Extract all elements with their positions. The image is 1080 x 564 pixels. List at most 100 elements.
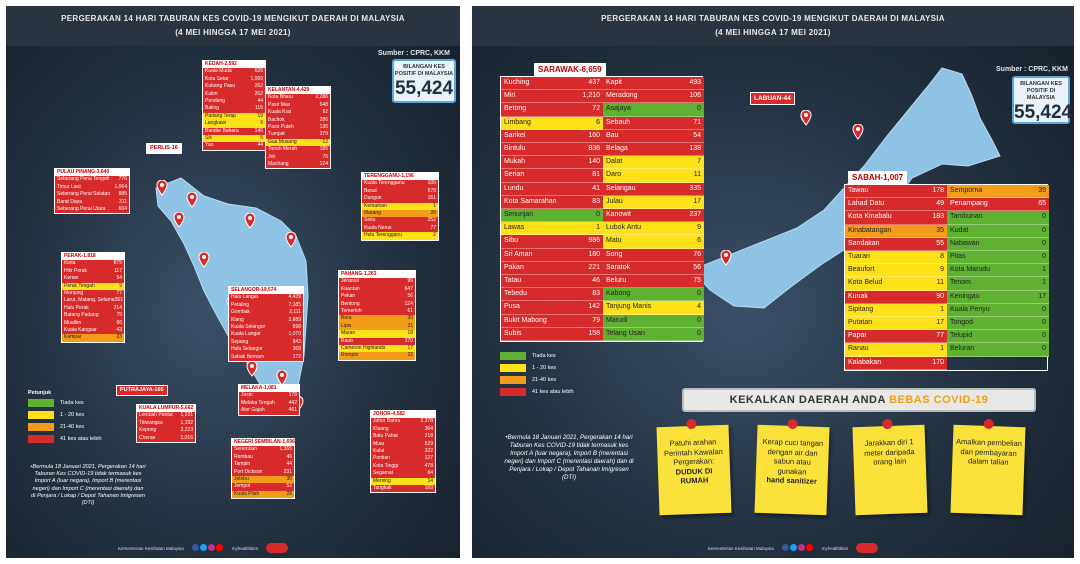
district-row: Batu Pahat 218 xyxy=(371,433,435,440)
district-cases: 698 xyxy=(292,324,301,331)
location-pin-icon xyxy=(720,250,732,266)
district-name: Kluang xyxy=(373,425,389,432)
district-name: Kota Tinggi xyxy=(373,462,399,469)
district-cell: Bintulu 838 xyxy=(501,143,603,157)
district-row: Jasin 178 xyxy=(239,392,299,399)
district-cases: 71 xyxy=(693,118,701,126)
district-cases: 2 xyxy=(433,232,436,239)
district-cases: 35 xyxy=(936,226,944,234)
district-row: Cheras 1,016 xyxy=(137,435,195,442)
district-cell: Bau 54 xyxy=(603,129,704,144)
district-name: Seberang Perai Utara xyxy=(57,206,106,213)
district-cases: 183 xyxy=(932,213,944,221)
district-name: Tawau xyxy=(848,187,869,194)
district-name: Pendang xyxy=(205,98,226,105)
district-name: Segamat xyxy=(373,470,394,477)
state-label-labuan: LABUAN-44 xyxy=(750,92,795,105)
district-name: Kapit xyxy=(606,79,622,86)
district-row: Baling 115 xyxy=(203,105,265,112)
district-name: Sandakan xyxy=(848,239,880,247)
district-cases: 286 xyxy=(319,116,328,123)
district-name: Cameron Highlands xyxy=(341,345,386,352)
district-cases: 185 xyxy=(319,146,328,153)
state-title: KUALA LUMPUR-5,662 xyxy=(137,405,195,413)
district-cell: Tongod 0 xyxy=(947,317,1049,331)
state-title-sarawak: SARAWAK-6,659 xyxy=(534,63,606,76)
district-row: Gua Musang 12 xyxy=(266,138,330,147)
district-cases: 124 xyxy=(319,161,328,168)
district-cell: Kapit 493 xyxy=(603,77,704,91)
district-cases: 0 xyxy=(697,316,701,324)
district-cell: Sebauh 71 xyxy=(603,116,704,130)
district-cases: 14 xyxy=(427,477,433,484)
district-cell: Sandakan 55 xyxy=(845,237,947,252)
state-box-5: PERAK-1,818 Kinta 875 Hilir Perak 117 Kerian 5… xyxy=(61,252,125,343)
district-name: Temerloh xyxy=(341,308,362,315)
kkm-logo-icon xyxy=(266,543,289,553)
district-cases: 237 xyxy=(689,211,701,219)
district-name: Subis xyxy=(504,329,522,337)
district-row: Rompin 22 xyxy=(339,352,415,360)
district-row: Seberang Perai Selatan 885 xyxy=(55,191,129,198)
district-cases: 578 xyxy=(427,187,436,194)
footnote: •Bermula 18 Januari 2021, Pergerakan 14 … xyxy=(504,434,634,481)
district-cell: Sipitang 1 xyxy=(845,303,947,318)
district-cases: 1,192 xyxy=(180,419,193,426)
total-label: BILANGAN KES POSITIF DI MALAYSIA xyxy=(394,64,454,77)
district-name: Penampang xyxy=(950,200,988,208)
district-row: Pasir Puteh 136 xyxy=(266,124,330,131)
district-cell: Sri Aman 180 xyxy=(501,248,603,262)
district-cases: 843 xyxy=(292,338,301,345)
legend-label: 1 - 20 kes xyxy=(532,365,557,371)
district-row: Kuala Terengganu 109 xyxy=(362,180,438,187)
district-name: Tanjung Manis xyxy=(606,303,652,311)
location-pin-icon xyxy=(244,213,256,229)
district-cases: 19 xyxy=(407,330,413,337)
district-name: Kuala Langat xyxy=(231,331,261,338)
location-pin-icon xyxy=(186,192,198,208)
district-cell: Nabawan 0 xyxy=(947,237,1049,252)
district-name: Bandar Baharu xyxy=(205,127,239,134)
district-name: Kalabakan xyxy=(848,358,882,366)
location-pin-icon xyxy=(285,232,297,248)
district-cases: 478 xyxy=(424,462,433,469)
district-cases: 335 xyxy=(689,184,701,192)
district-cases: 262 xyxy=(254,90,263,97)
district-cases: 776 xyxy=(118,176,127,183)
district-cases: 6 xyxy=(697,237,701,245)
state-box-11: JOHOR-4,582 Johor Bahru 2,378 Kluang 364 Batu… xyxy=(370,410,436,494)
district-row: Kuala Krai 92 xyxy=(266,109,330,116)
district-row: Maran 19 xyxy=(339,330,415,338)
district-name: Kota Samarahan xyxy=(504,197,557,205)
district-row: Jerantut 96 xyxy=(339,278,415,285)
district-cell: Kota Samarahan 83 xyxy=(501,195,603,210)
district-name: Baling xyxy=(205,105,219,112)
state-box-1: KELANTAN-4,429 Kota Bharu 2,286 Pasir Mas 64… xyxy=(265,86,331,170)
district-name: Alor Gajah xyxy=(241,407,265,414)
district-cell: Pusa 142 xyxy=(501,301,603,315)
district-cases: 44 xyxy=(286,461,292,468)
district-row: Kulai 322 xyxy=(371,448,435,455)
district-cases: 77 xyxy=(936,332,944,340)
district-cases: 160 xyxy=(588,131,600,139)
district-name: Tanah Merah xyxy=(268,146,298,153)
location-pin-icon xyxy=(246,361,258,377)
district-name: Pekan xyxy=(341,293,356,300)
district-row: Kuala Pilah 28 xyxy=(232,490,294,499)
district-name: Kota Bharu xyxy=(268,94,294,101)
district-cases: 170 xyxy=(932,358,944,366)
district-cell: Simunjan 0 xyxy=(501,209,603,223)
district-cases: 90 xyxy=(936,292,944,300)
district-cell: Keningau 17 xyxy=(947,290,1049,304)
legend-item: Tiada kes xyxy=(500,352,574,360)
district-cases: 1 xyxy=(940,305,944,313)
state-title: TERENGGANU-1,196 xyxy=(362,173,438,181)
district-name: Dalat xyxy=(606,158,623,166)
district-name: Bintulu xyxy=(504,145,526,153)
district-name: Kuala Krai xyxy=(268,109,292,116)
district-cell: Telang Usan 0 xyxy=(603,327,704,342)
district-row: Gombak 2,111 xyxy=(229,309,303,316)
district-cases: 885 xyxy=(118,191,127,198)
district-cell: Meradong 106 xyxy=(603,90,704,104)
district-name: Kuala Nerus xyxy=(364,224,392,231)
